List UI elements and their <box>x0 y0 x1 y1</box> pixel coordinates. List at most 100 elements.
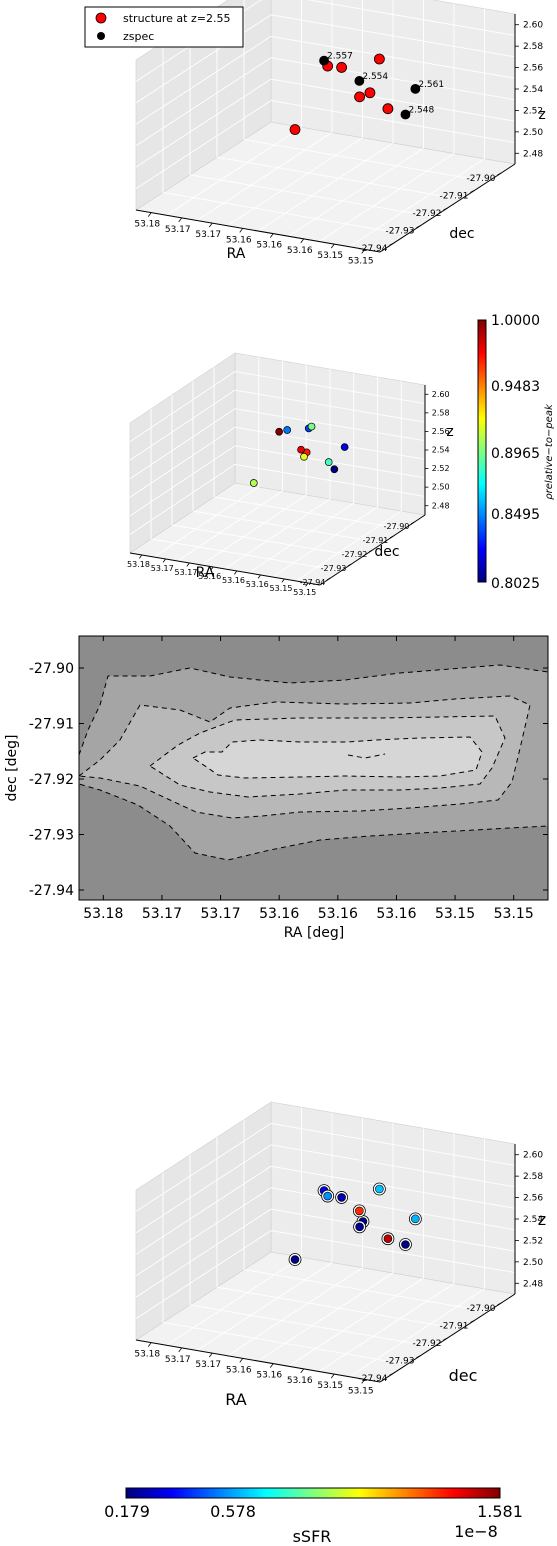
panel1-legend: structure at z=2.55 zspec <box>84 6 244 48</box>
x-tick-label: 53.17 <box>175 568 198 577</box>
panel2-colorbar: 1.0000 0.9483 0.8965 0.8495 0.8025 ρrela… <box>477 313 555 592</box>
colorbar-label: ρrelative−to−peak <box>544 403 555 500</box>
x-tick-label: 53.16 <box>259 906 299 922</box>
x-tick-label: 53.18 <box>127 560 150 569</box>
x-tick-label: 53.16 <box>226 235 252 245</box>
z-tick-label: 2.50 <box>523 1258 543 1268</box>
x-tick-label: 53.16 <box>256 241 282 251</box>
z-tick-label: 2.52 <box>523 106 543 116</box>
zspec-label: 2.554 <box>362 72 388 82</box>
x-tick-label: 53.15 <box>317 1381 343 1391</box>
zspec-point <box>400 109 411 120</box>
contour-level-4 <box>192 736 483 779</box>
x-tick-label: 53.16 <box>222 576 245 585</box>
ssfr-point <box>355 1206 364 1216</box>
colorbar-tick: 0.578 <box>210 1502 256 1521</box>
y-tick-label: -27.90 <box>384 522 410 531</box>
rho-point <box>275 427 283 436</box>
z-tick-label: 2.50 <box>523 128 543 138</box>
x-tick-label: 53.16 <box>226 1365 252 1375</box>
z-tick-label: 2.54 <box>432 446 450 455</box>
z-tick-label: 2.48 <box>432 501 450 510</box>
z-tick-label: 2.50 <box>432 483 450 492</box>
z-tick-label: 2.56 <box>432 427 450 436</box>
x-tick-label: 53.16 <box>287 246 313 256</box>
structure-point <box>289 124 301 135</box>
y-tick-label: -27.94 <box>358 244 387 254</box>
y-tick-label: -27.93 <box>385 227 414 237</box>
legend-label-structure: structure at z=2.55 <box>123 12 230 25</box>
x-tick-label: 53.16 <box>376 906 416 922</box>
ssfr-point <box>411 1214 420 1224</box>
y-tick-label: -27.92 <box>412 1339 441 1349</box>
panel2-xlabel: RA <box>196 565 215 581</box>
colorbar-tick: 0.8965 <box>491 446 540 462</box>
y-tick-label: -27.91 <box>439 191 468 201</box>
ssfr-point <box>375 1184 384 1194</box>
rho-point <box>330 465 339 474</box>
ssfr-point <box>323 1191 332 1201</box>
colorbar-tick: 1.0000 <box>491 313 540 329</box>
z-tick-label: 2.52 <box>523 1236 543 1246</box>
panel3-ylabel: dec [deg] <box>4 735 20 802</box>
x-tick-label: 53.16 <box>246 580 269 589</box>
y-tick-label: -27.92 <box>412 209 441 219</box>
z-tick-label: 2.58 <box>432 408 450 417</box>
panel3-contour: 53.18 53.17 53.17 53.16 53.16 53.16 53.15 53.15… <box>4 635 549 941</box>
panel3-xlabel: RA [deg] <box>284 925 345 941</box>
x-tick-label: 53.16 <box>287 1376 313 1386</box>
y-tick-label: -27.94 <box>29 883 74 899</box>
ssfr-point <box>355 1222 364 1232</box>
structure-point <box>354 91 365 103</box>
zspec-label: 2.548 <box>408 106 434 116</box>
y-tick-label: -27.91 <box>363 536 389 545</box>
x-tick-label: 53.17 <box>142 906 182 922</box>
panel2-zlabel: z <box>446 424 453 440</box>
ssfr-point <box>401 1240 410 1249</box>
x-tick-label: 53.15 <box>494 906 534 922</box>
panel4-xlabel: RA <box>225 1390 246 1409</box>
x-tick-label: 53.15 <box>293 588 316 597</box>
z-tick-label: 2.58 <box>523 42 543 52</box>
y-tick-label: -27.91 <box>29 717 74 733</box>
zspec-label: 2.561 <box>418 80 444 90</box>
colorbar-tick: 0.179 <box>104 1502 150 1521</box>
x-tick-label: 53.15 <box>317 251 343 261</box>
y-tick-label: -27.90 <box>29 661 74 677</box>
colorbar-tick: 0.9483 <box>491 379 540 395</box>
colorbar-multiplier: 1e−8 <box>454 1522 498 1541</box>
x-tick-label: 53.17 <box>195 230 221 240</box>
y-tick-label: -27.93 <box>385 1357 414 1367</box>
colorbar-tick: 0.8025 <box>491 576 540 592</box>
x-tick-label: 53.15 <box>348 256 374 266</box>
x-tick-label: 53.17 <box>151 564 174 573</box>
x-tick-label: 53.18 <box>134 220 160 230</box>
panel4-colorbar: 0.179 0.578 1.581 1e−8 sSFR <box>104 1487 523 1546</box>
structure-point <box>382 103 394 115</box>
ssfr-point <box>290 1255 300 1264</box>
legend-marker-structure <box>95 12 107 24</box>
z-tick-label: 2.48 <box>523 149 543 159</box>
x-tick-label: 53.16 <box>198 572 221 581</box>
panel2-3d-box: 53.18 53.17 53.17 53.16 53.16 53.16 53.15 53.15… <box>127 352 450 597</box>
z-tick-label: 2.60 <box>523 1151 543 1161</box>
legend-marker-zspec <box>97 32 105 40</box>
x-tick-label: 53.16 <box>318 906 358 922</box>
ssfr-point <box>337 1193 346 1202</box>
z-tick-label: 2.52 <box>432 464 450 473</box>
y-tick-label: -27.90 <box>466 174 495 184</box>
rho-point <box>324 458 333 466</box>
x-tick-label: 53.15 <box>270 584 293 593</box>
z-tick-label: 2.54 <box>523 85 543 95</box>
structure-point <box>336 62 348 73</box>
x-tick-label: 53.18 <box>83 906 123 922</box>
legend-label-zspec: zspec <box>123 30 154 43</box>
y-tick-label: -27.94 <box>300 578 326 587</box>
x-tick-label: 53.17 <box>165 225 191 235</box>
ssfr-point <box>383 1234 393 1244</box>
panel4-3d-box: 53.18 53.17 53.17 53.16 53.16 53.16 53.15 53.15… <box>134 1101 543 1396</box>
z-tick-label: 2.54 <box>523 1215 543 1225</box>
x-tick-label: 53.17 <box>201 906 241 922</box>
zspec-point <box>410 83 421 94</box>
